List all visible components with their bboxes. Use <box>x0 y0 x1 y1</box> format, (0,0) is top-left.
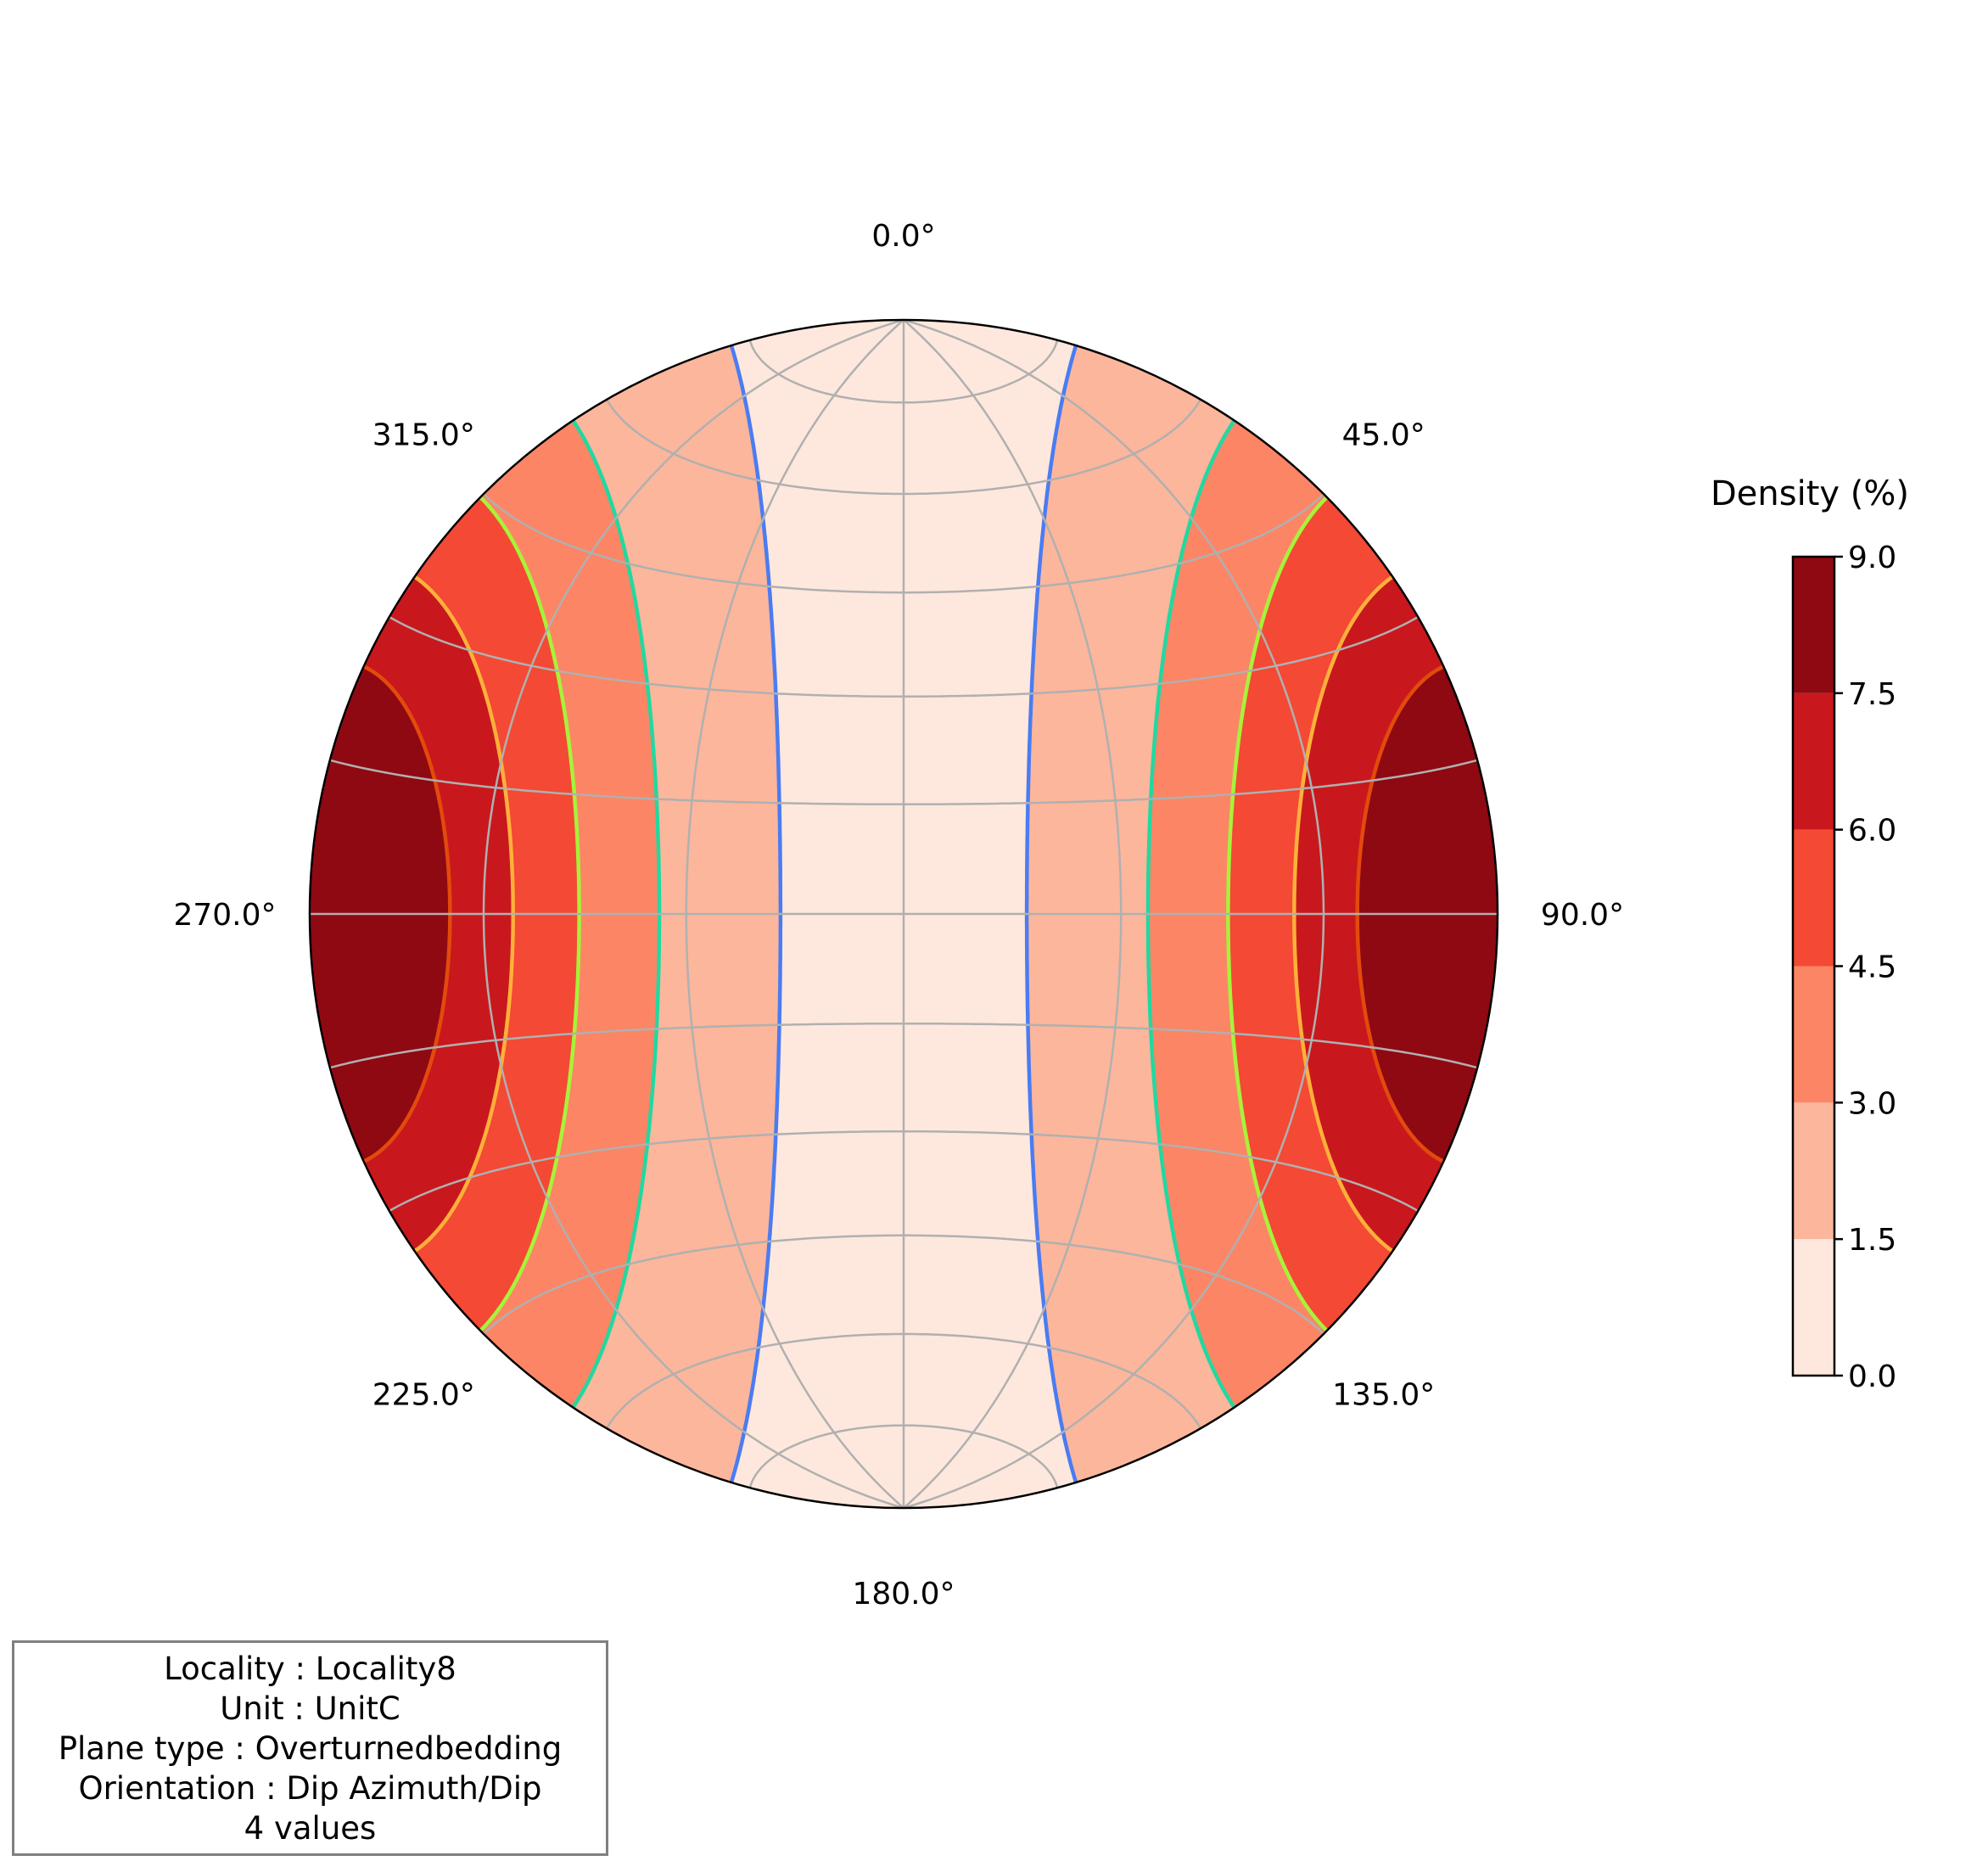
info-count: 4 values <box>244 1809 377 1847</box>
azimuth-label: 45.0° <box>1342 418 1425 452</box>
stereonet-outline <box>308 318 1499 1510</box>
info-locality: Locality : Locality8 <box>164 1650 456 1687</box>
colorbar-title: Density (%) <box>1711 474 1909 513</box>
azimuth-label: 315.0° <box>372 418 475 452</box>
colorbar-segment <box>1793 557 1834 693</box>
info-unit: Unit : UnitC <box>220 1690 400 1727</box>
grid-parallel <box>605 399 1202 496</box>
grid-parallel <box>389 615 1419 698</box>
colorbar-tick-label: 7.5 <box>1848 677 1896 712</box>
grid-parallel <box>389 1129 1419 1213</box>
colorbar-tick-label: 0.0 <box>1848 1359 1896 1394</box>
colorbar-tick-label: 9.0 <box>1848 541 1896 575</box>
grid-parallel <box>748 1424 1059 1488</box>
contour-line-1.5 <box>720 320 1087 1508</box>
azimuth-label: 270.0° <box>173 898 276 933</box>
grid-parallel <box>483 1234 1324 1335</box>
colorbar-tick-label: 3.0 <box>1848 1086 1896 1121</box>
info-plane-type: Plane type : Overturnedbedding <box>58 1729 563 1767</box>
contour-line-7.5 <box>310 638 1498 1190</box>
grid-parallel <box>605 1332 1202 1429</box>
grid-parallel <box>483 493 1324 594</box>
colorbar-segment <box>1793 692 1834 830</box>
info-box: Locality : Locality8 Unit : UnitC Plane … <box>12 1640 608 1856</box>
colorbar-tick-label: 6.0 <box>1848 814 1896 849</box>
info-orientation: Orientation : Dip Azimuth/Dip <box>78 1769 542 1807</box>
azimuth-label: 135.0° <box>1332 1378 1435 1413</box>
azimuth-label: 0.0° <box>871 219 935 254</box>
colorbar-segment <box>1793 829 1834 967</box>
colorbar-segment <box>1793 1239 1834 1376</box>
grid-parallel <box>329 1022 1478 1069</box>
colorbar-segment <box>1793 966 1834 1103</box>
stereonet-grid <box>310 320 1498 1508</box>
colorbar-tick-label: 1.5 <box>1848 1223 1896 1258</box>
colorbar-segment <box>1793 1102 1834 1240</box>
azimuth-labels: 0.0° 45.0° 90.0° 135.0° 180.0° 225.0° 270.0° 31… <box>173 219 1624 1612</box>
grid-parallel <box>748 339 1059 404</box>
azimuth-label: 90.0° <box>1541 898 1624 933</box>
colorbar-tick-label: 4.5 <box>1848 950 1896 985</box>
colorbar: Density (%) 0.0 1.5 3.0 4.5 6.0 7.5 9.0 <box>1711 474 1909 1394</box>
azimuth-label: 225.0° <box>372 1378 475 1413</box>
azimuth-label: 180.0° <box>852 1577 955 1612</box>
grid-parallel <box>329 759 1478 806</box>
